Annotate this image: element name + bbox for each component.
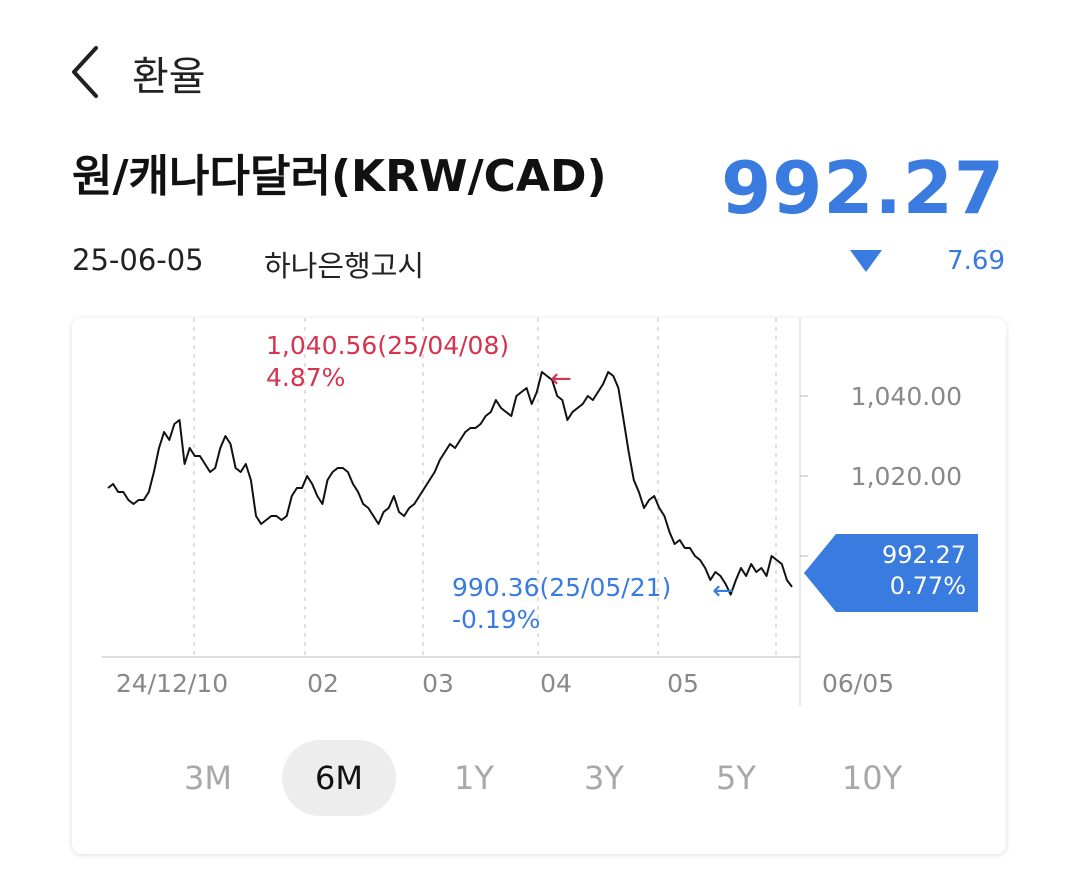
rate-series-line (107, 371, 793, 596)
x-tick-label: 05 (667, 669, 699, 698)
y-tick-label: 1,040.00 (851, 382, 962, 411)
period-selector: 3M 6M 1Y 3Y 5Y 10Y (72, 740, 1006, 816)
tab-10y[interactable]: 10Y (841, 759, 903, 797)
rate-chart: 1,040.00 1,020.00 24/12/10 02 03 04 05 06/05 (102, 318, 962, 706)
high-annotation: 1,040.56(25/04/08) 4.87% (266, 330, 509, 394)
page-title: 환율 (132, 54, 206, 100)
back-button[interactable] (64, 42, 114, 102)
low-annotation-label: 990.36(25/05/21) (452, 573, 672, 602)
tab-6m[interactable]: 6M (282, 740, 396, 816)
x-tick-label: 03 (422, 669, 454, 698)
rate-date: 25-06-05 (72, 243, 204, 277)
chevron-left-icon (72, 46, 98, 98)
rate-change: 7.69 (947, 246, 1005, 276)
current-flag-percent: 0.77% (889, 572, 966, 600)
low-annotation: 990.36(25/05/21) -0.19% (452, 572, 671, 636)
tab-3m[interactable]: 3M (184, 759, 232, 797)
x-tick-label: 04 (540, 669, 572, 698)
high-annotation-label: 1,040.56(25/04/08) (266, 331, 510, 360)
arrow-left-icon: ← (550, 364, 572, 394)
tab-1y[interactable]: 1Y (454, 759, 494, 797)
header: 환율 (0, 0, 1079, 140)
low-annotation-percent: -0.19% (452, 605, 541, 634)
x-tick-label: 06/05 (822, 669, 894, 698)
flag-shape (804, 534, 978, 612)
tab-3y[interactable]: 3Y (584, 759, 624, 797)
triangle-down-icon (850, 250, 882, 272)
high-annotation-percent: 4.87% (266, 363, 346, 392)
current-value-flag: 992.27 0.77% (804, 534, 978, 612)
x-tick-label: 24/12/10 (116, 669, 228, 698)
rate-source: 하나은행고시 (264, 249, 425, 283)
currency-pair-title: 원/캐나다달러(KRW/CAD) (72, 151, 607, 202)
tab-5y[interactable]: 5Y (716, 759, 756, 797)
current-flag-value: 992.27 (882, 541, 966, 569)
y-tick-label: 1,020.00 (851, 462, 962, 491)
current-rate: 992.27 (721, 146, 1005, 230)
x-tick-label: 02 (307, 669, 339, 698)
chart-card: 1,040.00 1,020.00 24/12/10 02 03 04 05 06/05 1,… (72, 318, 1006, 854)
arrow-left-icon: ← (712, 576, 734, 606)
